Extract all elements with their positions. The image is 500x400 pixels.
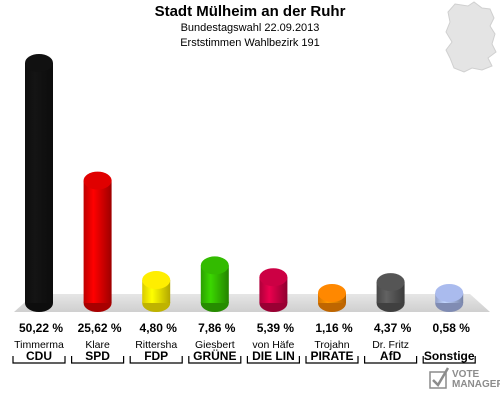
bar-top — [376, 273, 405, 292]
bar-FDP — [142, 271, 171, 312]
value-label: 50,22 % — [19, 321, 63, 335]
category-bracket — [246, 356, 300, 364]
chart-title: Stadt Mülheim an der Ruhr — [154, 3, 346, 20]
category-bracket — [12, 356, 66, 364]
candidate-label: Klare — [85, 339, 110, 351]
bar-top — [435, 284, 464, 302]
candidate-label: Rittersha — [135, 339, 177, 351]
vote-manager-logo-icon — [429, 371, 447, 389]
party-label: SPD — [85, 349, 110, 363]
candidate-label: Trojahn — [314, 339, 349, 351]
bar-SPD — [83, 171, 112, 312]
bar-CDU — [25, 54, 53, 312]
party-label: GRÜNE — [193, 348, 236, 363]
bar-Sonstige — [435, 284, 464, 312]
party-label: FDP — [144, 349, 168, 363]
candidate-label: von Häfe — [252, 339, 294, 351]
value-label: 1,16 % — [315, 321, 353, 335]
bar-body — [83, 180, 112, 303]
checkmark-icon — [432, 367, 450, 388]
category-bracket — [71, 356, 125, 364]
bar-PIRATE — [318, 284, 346, 312]
party-label: CDU — [26, 349, 52, 363]
logo-line2: MANAGER — [452, 379, 500, 390]
party-label: DIE LIN — [252, 349, 295, 363]
vote-manager-logo: VOTE MANAGER — [452, 370, 500, 390]
category-bracket — [188, 356, 242, 364]
bar-DIE LIN — [259, 268, 288, 312]
bar-top — [142, 271, 171, 290]
bar-top — [83, 171, 112, 190]
bar-top — [200, 256, 229, 275]
bar-body — [25, 63, 53, 303]
category-bracket — [422, 356, 476, 364]
candidate-label: Timmerma — [14, 339, 64, 351]
value-label: 0,58 % — [433, 321, 471, 335]
value-label: 4,37 % — [374, 321, 412, 335]
logo-line1: VOTE — [452, 369, 480, 380]
value-label: 5,39 % — [257, 321, 295, 335]
value-label: 25,62 % — [78, 321, 122, 335]
chart-subtitle-election: Bundestagswahl 22.09.2013 — [180, 22, 320, 34]
category-bracket — [305, 356, 359, 364]
chart-subtitle-district: Erststimmen Wahlbezirk 191 — [180, 37, 320, 49]
party-label: AfD — [380, 349, 402, 363]
party-label: PIRATE — [310, 349, 353, 363]
category-bracket — [129, 356, 183, 364]
germany-map-icon — [445, 1, 497, 73]
value-label: 7,86 % — [198, 321, 236, 335]
bar-AfD — [376, 273, 405, 312]
chart-floor — [14, 294, 490, 312]
bar-top — [318, 284, 346, 302]
bar-GRÜNE — [200, 256, 229, 312]
value-label: 4,80 % — [140, 321, 178, 335]
bar-top — [259, 268, 288, 287]
candidate-label: Giesbert — [195, 339, 235, 351]
candidate-label: Dr. Fritz — [372, 339, 409, 351]
bar-top — [25, 54, 53, 72]
party-label: Sonstige — [424, 349, 475, 363]
category-bracket — [364, 356, 418, 364]
